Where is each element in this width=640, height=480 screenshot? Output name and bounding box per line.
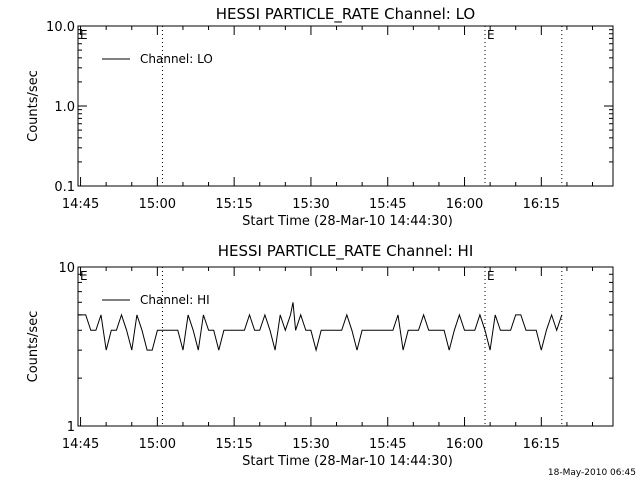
left-edge-label: E — [80, 269, 88, 283]
x-tick-label: 16:15 — [523, 437, 560, 452]
x-tick-label: 15:00 — [139, 437, 176, 452]
x-tick-label: 16:00 — [446, 197, 483, 212]
x-tick-label: 15:45 — [369, 197, 406, 212]
chart-panel-1: HESSI PARTICLE_RATE Channel: LO 0.1 1.0 10.… — [26, 5, 614, 229]
y-axis-label: Counts/sec — [26, 70, 41, 142]
x-axis-label: Start Time (28-Mar-10 14:44:30) — [242, 454, 453, 469]
x-tick-label: 14:45 — [62, 197, 99, 212]
y-tick-label: 1.0 — [54, 100, 75, 115]
y-axis-label: Counts/sec — [26, 311, 41, 383]
y-tick-label: 0.1 — [54, 180, 75, 195]
chart-title: HESSI PARTICLE_RATE Channel: LO — [216, 5, 475, 24]
left-edge-label: E — [80, 28, 88, 42]
series-line — [78, 302, 563, 353]
x-tick-label: 15:45 — [369, 437, 406, 452]
chart-title: HESSI PARTICLE_RATE Channel: HI — [218, 242, 474, 261]
x-tick-label: 15:00 — [139, 197, 176, 212]
legend-label: Channel: HI — [140, 293, 210, 307]
chart-panel-2: HESSI PARTICLE_RATE Channel: HI 1 10 14:45 1… — [26, 242, 614, 469]
x-tick-label: 15:15 — [215, 437, 252, 452]
footer-timestamp: 18-May-2010 06:45 — [548, 468, 636, 478]
x-tick-label: 16:00 — [446, 437, 483, 452]
x-tick-label: 14:45 — [62, 437, 99, 452]
y-tick-label: 10.0 — [46, 20, 75, 35]
plot-frame — [77, 25, 614, 187]
x-tick-label: 15:15 — [215, 197, 252, 212]
time-marker-label: E — [487, 269, 495, 283]
legend-label: Channel: LO — [140, 52, 213, 66]
x-tick-label: 15:30 — [292, 197, 329, 212]
x-tick-label: 16:15 — [523, 197, 560, 212]
time-marker-label: E — [487, 28, 495, 42]
x-tick-label: 15:30 — [292, 437, 329, 452]
x-axis-label: Start Time (28-Mar-10 14:44:30) — [242, 214, 453, 229]
y-tick-label: 10 — [58, 261, 75, 276]
plot-frame — [77, 266, 614, 427]
y-tick-label: 1 — [67, 420, 75, 435]
